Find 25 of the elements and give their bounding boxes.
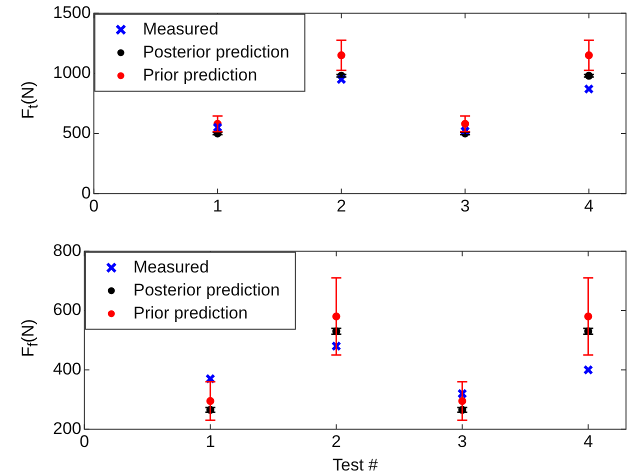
point [583, 364, 594, 375]
y-tick-label: 1000 [52, 63, 91, 82]
x-tick-label: 3 [460, 196, 470, 216]
legend-label: Prior prediction [142, 65, 258, 84]
legend-label: Measured [142, 19, 218, 38]
x-axis-title: Test # [332, 455, 378, 474]
point [584, 84, 594, 94]
y-tick-label: 1500 [52, 2, 91, 22]
y-tick-label: 500 [62, 123, 91, 142]
y-tick-label: 0 [81, 183, 91, 202]
legend-label: Measured [133, 257, 209, 276]
legend-label: Posterior prediction [133, 280, 280, 300]
y-tick-label: 800 [52, 240, 82, 260]
y-tick-label: 400 [52, 360, 82, 379]
y-tick-label: 600 [52, 300, 82, 320]
legend-label: Posterior prediction [142, 42, 290, 62]
legend-label: Prior prediction [133, 303, 248, 322]
x-tick-label: 1 [212, 196, 222, 216]
x-tick-label: 4 [583, 432, 593, 452]
y-tick-label: 200 [52, 418, 82, 438]
x-tick-label: 3 [458, 432, 467, 452]
x-tick-label: 2 [336, 196, 346, 216]
x-tick-label: 4 [584, 196, 594, 216]
x-tick-label: 1 [206, 432, 216, 452]
x-tick-label: 2 [332, 432, 342, 452]
